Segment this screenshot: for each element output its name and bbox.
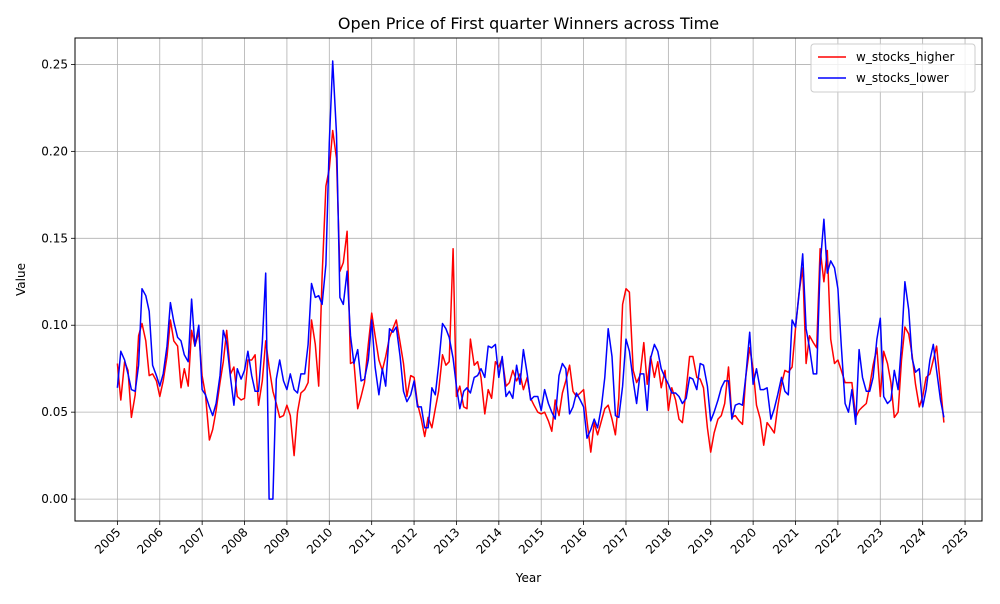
- grid: [75, 38, 982, 521]
- y-tick-label: 0.15: [41, 231, 68, 245]
- y-tick-label: 0.25: [41, 57, 68, 71]
- legend-box: [810, 43, 976, 93]
- chart-title: Open Price of First quarter Winners acro…: [338, 14, 719, 33]
- legend: w_stocks_higher w_stocks_lower: [810, 43, 976, 93]
- y-axis: 0.00 0.05 0.10 0.15 0.20 0.25: [41, 57, 75, 506]
- plot-area-frame: [74, 37, 983, 522]
- series-line-w-stocks-lower: [116, 60, 945, 500]
- y-tick-label: 0.10: [41, 318, 68, 332]
- y-tick-label: 0.00: [41, 492, 68, 506]
- x-axis-title: Year: [515, 571, 541, 585]
- y-axis-title: Value: [14, 263, 28, 296]
- legend-label-w-stocks-lower: w_stocks_lower: [856, 71, 949, 85]
- y-tick-label: 0.05: [41, 405, 68, 419]
- series-group: [116, 60, 945, 500]
- y-tick-label: 0.20: [41, 144, 68, 158]
- legend-label-w-stocks-higher: w_stocks_higher: [856, 50, 954, 64]
